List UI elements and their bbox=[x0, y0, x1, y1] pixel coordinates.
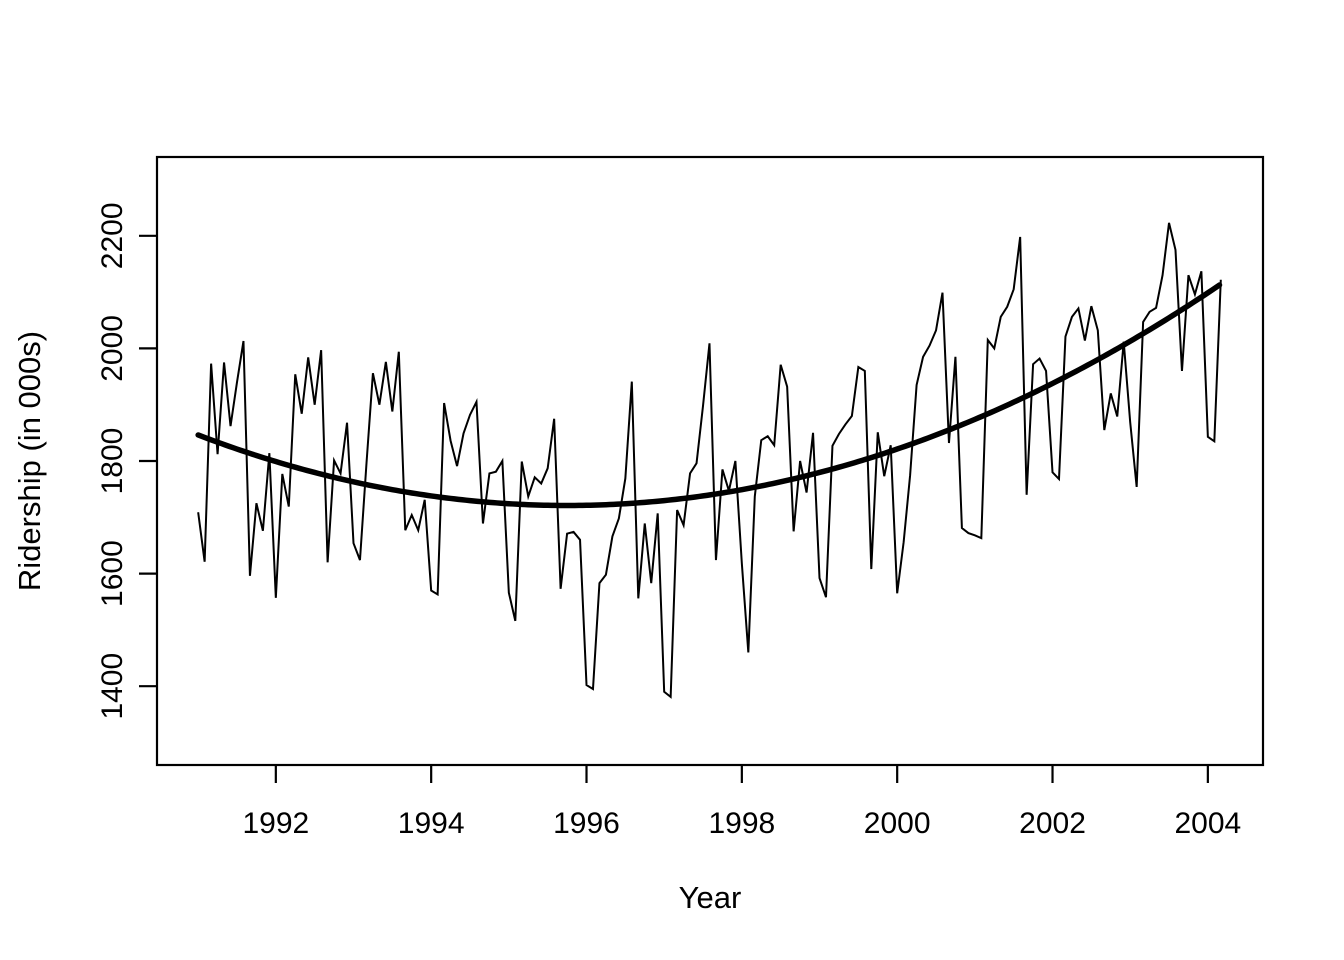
y-axis-title: Ridership (in 000s) bbox=[12, 331, 47, 591]
x-tick-label: 1994 bbox=[398, 807, 465, 840]
x-tick-label: 2004 bbox=[1174, 807, 1241, 840]
trend-line bbox=[195, 282, 1223, 509]
x-tick-label: 2000 bbox=[864, 807, 931, 840]
ridership-series-line bbox=[197, 222, 1222, 699]
x-tick-label: 1992 bbox=[242, 807, 309, 840]
axes-layer: 1992 1994 1996 1998 2000 2002 2004 1400 1600 1800… bbox=[96, 155, 1265, 840]
y-tick-label: 1800 bbox=[96, 428, 129, 495]
y-tick-label: 1400 bbox=[96, 653, 129, 720]
x-tick-label: 1996 bbox=[553, 807, 620, 840]
series-layer bbox=[195, 222, 1223, 699]
y-tick-label: 1600 bbox=[96, 540, 129, 607]
x-tick-label: 2002 bbox=[1019, 807, 1086, 840]
x-tick-label: 1998 bbox=[708, 807, 775, 840]
y-tick-label: 2000 bbox=[96, 315, 129, 382]
plot-box bbox=[155, 155, 1265, 767]
y-tick-label: 2200 bbox=[96, 202, 129, 269]
x-axis-title: Year bbox=[679, 880, 742, 915]
